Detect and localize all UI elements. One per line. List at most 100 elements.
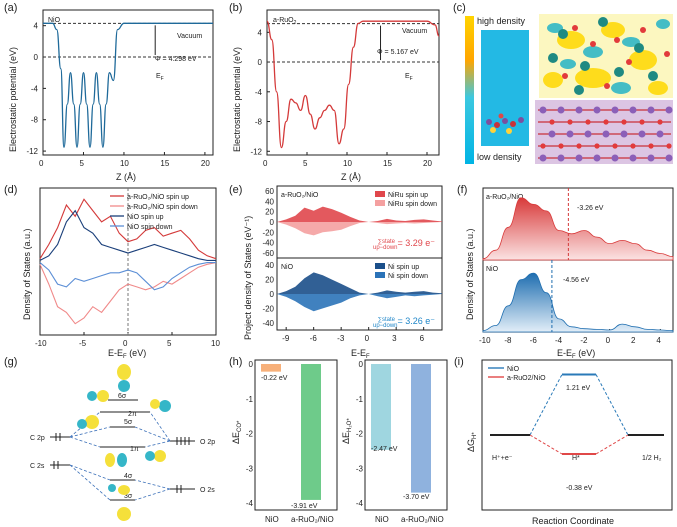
h-ytick-left-3: -3 [246,464,254,473]
structure-model [535,14,673,164]
chart-c: high density low density [465,14,673,164]
e-legend-top-swatch-0 [375,191,385,197]
a-potential-line [43,22,213,148]
panel-f-xlabel: E-EF (eV) [557,348,595,358]
panel-h-label: (h) [229,356,243,368]
panel-h-bars [261,364,431,500]
chart-g: C 2p C 2s O 2p O 2s 6σ 2π 5σ 1π 4 [30,364,215,521]
e-ytick-top-5: 40 [265,197,274,206]
correlation-lines [69,411,171,501]
panel-b-tag: a-RuO2 [273,17,297,26]
panel-a-label: (a) [4,2,18,14]
panel-e-legend: NiRu spin up NiRu spin down Ni spin up Ni s… [375,191,437,280]
panel-d-lines [39,188,217,335]
a-ytick-label-2: -4 [31,84,39,93]
chart-d: Density of States (a.u.) E-EF (eV) -10 -5… [22,187,220,358]
panel-f-top-center: -3.26 eV [577,205,604,212]
panel-b-xlabel: Z (Å) [341,172,361,182]
panel-a-ef: EF [156,73,164,82]
b-xtick-label-3: 15 [383,159,392,168]
d-xtick-label-3: 5 [167,339,172,348]
i-state-left: H⁺+e⁻ [492,455,513,462]
d-series-1 [39,262,217,325]
i-nio-value: 1.21 eV [566,385,590,392]
panel-d-ylabel: Density of States (a.u.) [22,228,32,320]
o2p-label: O 2p [200,439,215,446]
panel-g: (g) C 2p C 2s O 2p O 2s 6σ 2π 5σ [0,352,225,527]
e-ytick-bot-1: -20 [262,304,274,313]
a-ytick-label-1: -8 [31,116,39,125]
panel-h-left-ylabel: ΔECO* [231,420,243,444]
panel-f-lines [482,188,674,333]
high-density-label: high density [477,16,526,26]
e-area-niru-up [277,206,442,222]
h-ytick-right-0: 0 [359,360,364,369]
panel-d-label: (d) [4,184,18,196]
panel-f-label: (f) [457,184,468,196]
orbital-2p: 2π [128,411,137,418]
a-ytick-label-3: 0 [34,53,39,62]
f-area-nio [482,272,674,333]
orbital-3s: 3σ [124,493,133,500]
panel-b-ylabel: Electrostatic potential (eV) [232,47,242,152]
panel-e-top-value: ∑state up−down= 3.29 e⁻ [373,238,435,251]
e-legend-bot-swatch-1 [375,272,385,278]
panel-f-top-tag: a-RuO₂/NiO [486,194,524,201]
h-cat-right-1: a-RuO₂/NiO [401,515,444,524]
h-left-val-0: -0.22 eV [261,375,288,382]
i-legend-text-0: NiO [507,366,520,373]
chart-f: Density of States (a.u.) E-EF (eV) a-RuO… [465,187,674,358]
panel-e-label: (e) [229,184,243,196]
h-ytick-left-4: -4 [246,499,254,508]
a-ytick-label-4: 4 [34,22,39,31]
d-legend-text-2: NiO spin up [127,214,164,221]
b-xtick-label-4: 20 [423,159,432,168]
panel-f: (f) Density of States (a.u.) E-EF (eV) a… [445,180,677,358]
d-xtick-label-4: 10 [211,339,220,348]
panel-a: (a) Electrostatic potential (eV) Z (Å) N… [0,0,225,185]
b-xtick-label-1: 5 [303,159,308,168]
i-state-right: 1/2 H₂ [642,455,662,462]
panel-b-label: (b) [229,2,243,14]
h-ytick-left-2: -2 [246,430,254,439]
panel-d-ticks: -10 -5 0 5 10 [35,332,220,348]
b-ytick-label-4: 4 [258,28,263,37]
panel-i: (i) ΔGH* Reaction Coordinate NiO a-RuO2/N… [450,352,677,527]
e-ytick-top-6: 60 [265,187,274,196]
low-density-label: low density [477,152,522,162]
panel-f-bottom-center: -4.56 eV [563,277,590,284]
h-bar-co-1 [301,364,321,500]
panel-h-ticks: 0 0 -1 -1 -2 -2 -3 -3 -4 -4 [246,360,364,508]
e-xtick-label-2: -3 [337,334,345,343]
orbital-4s: 4σ [124,473,133,480]
i-connector-1-0 [529,434,563,455]
o2s-label: O 2s [200,487,215,494]
panel-e-bottom-value: ∑state up−down= 3.26 e⁻ [373,316,435,329]
f-xtick-label-6: 2 [631,336,636,345]
chart-e: Project density of States (eV⁻¹) E-EF a-… [243,185,443,358]
b-xtick-label-0: 0 [263,159,268,168]
panel-g-label: (g) [4,356,18,368]
orbital-5s: 5σ [124,419,133,426]
h-left-val-1: -3.91 eV [291,503,318,510]
e-area-niru-down [277,222,442,236]
panel-c-label: (c) [453,2,466,14]
orbital-lobes [77,364,171,521]
d-series-2 [39,209,216,261]
f-xtick-label-1: -8 [504,336,512,345]
e-legend-top-text-1: NiRu spin down [388,201,437,208]
i-connector-0-0 [529,374,563,436]
panel-i-label: (i) [454,356,464,368]
d-legend-text-3: NiO spin down [127,224,173,231]
panel-i-xlabel: Reaction Coordinate [532,516,614,526]
panel-a-phi: Φ = 4.298 eV [155,56,197,63]
colorbar [465,16,474,164]
panel-i-legend: NiO a-RuO2/NiO [488,366,546,382]
panel-i-lines [490,373,664,455]
panel-a-vacuum: Vacuum [177,33,202,40]
h-bar-co-0 [261,364,281,372]
h-ytick-right-3: -3 [356,464,364,473]
chart-a: Electrostatic potential (eV) Z (Å) NiO V… [8,9,214,182]
e-legend-bot-text-1: Ni spin down [388,273,428,280]
